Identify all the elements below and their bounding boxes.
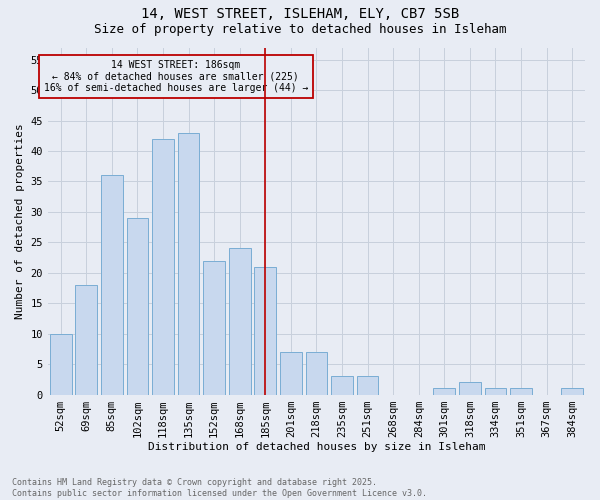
Bar bbox=[357, 376, 379, 394]
Bar bbox=[229, 248, 251, 394]
Bar bbox=[152, 139, 174, 394]
Bar bbox=[203, 260, 225, 394]
X-axis label: Distribution of detached houses by size in Isleham: Distribution of detached houses by size … bbox=[148, 442, 485, 452]
Bar bbox=[254, 266, 276, 394]
Text: Size of property relative to detached houses in Isleham: Size of property relative to detached ho… bbox=[94, 22, 506, 36]
Bar bbox=[433, 388, 455, 394]
Bar bbox=[331, 376, 353, 394]
Text: Contains HM Land Registry data © Crown copyright and database right 2025.
Contai: Contains HM Land Registry data © Crown c… bbox=[12, 478, 427, 498]
Bar bbox=[280, 352, 302, 395]
Bar bbox=[127, 218, 148, 394]
Bar bbox=[459, 382, 481, 394]
Text: 14, WEST STREET, ISLEHAM, ELY, CB7 5SB: 14, WEST STREET, ISLEHAM, ELY, CB7 5SB bbox=[141, 8, 459, 22]
Text: 14 WEST STREET: 186sqm
← 84% of detached houses are smaller (225)
16% of semi-de: 14 WEST STREET: 186sqm ← 84% of detached… bbox=[44, 60, 308, 93]
Bar bbox=[562, 388, 583, 394]
Bar bbox=[305, 352, 328, 395]
Bar bbox=[510, 388, 532, 394]
Bar bbox=[50, 334, 71, 394]
Bar bbox=[101, 176, 123, 394]
Bar bbox=[485, 388, 506, 394]
Bar bbox=[76, 285, 97, 395]
Y-axis label: Number of detached properties: Number of detached properties bbox=[15, 123, 25, 319]
Bar bbox=[178, 132, 199, 394]
